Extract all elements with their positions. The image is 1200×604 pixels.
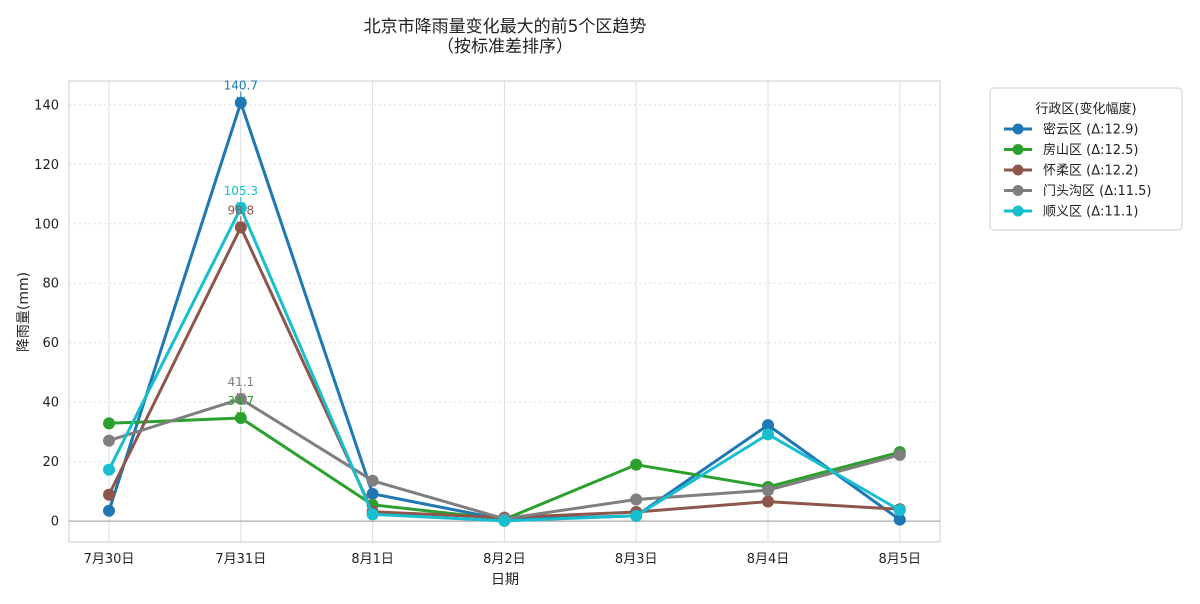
y-tick-label: 120: [34, 158, 59, 173]
legend-marker: [1012, 123, 1024, 135]
legend-label: 房山区 (Δ:12.5): [1043, 142, 1139, 158]
data-point: [762, 428, 774, 441]
y-tick-label: 20: [42, 455, 59, 470]
peak-arrow: [236, 196, 246, 207]
legend-marker: [1012, 164, 1024, 176]
chart-title: 北京市降雨量变化最大的前5个区趋势: [364, 17, 647, 37]
legend-marker: [1012, 144, 1024, 155]
legend-label: 顺义区 (Δ:11.1): [1043, 205, 1139, 220]
peak-arrow: [236, 406, 246, 417]
data-point: [234, 201, 247, 214]
x-axis-label: 日期: [491, 572, 519, 588]
legend-box: [989, 87, 1183, 231]
data-point: [762, 419, 774, 432]
peak-annotation: 105.3: [224, 184, 258, 198]
x-tick-label: 8月1日: [351, 552, 394, 567]
data-point: [366, 508, 379, 521]
data-point: [630, 493, 643, 506]
data-point: [893, 448, 906, 461]
x-tick-label: 8月3日: [615, 552, 658, 567]
series-layer: [103, 96, 906, 527]
data-point: [103, 488, 115, 501]
y-tick-label: 60: [42, 336, 59, 351]
data-point: [893, 504, 906, 517]
legend-label: 怀柔区 (Δ:12.2): [1043, 164, 1139, 179]
y-tick-label: 100: [34, 217, 59, 232]
data-point: [234, 221, 247, 234]
legend-title: 行政区(变化幅度): [1035, 101, 1136, 117]
data-point: [498, 514, 511, 527]
data-point: [893, 513, 906, 526]
y-tick-label: 40: [42, 396, 59, 411]
data-point: [630, 458, 643, 471]
x-tick-label: 8月5日: [879, 552, 922, 567]
y-axis-label: 降雨量(mm): [16, 272, 32, 352]
data-point: [234, 392, 247, 405]
peak-arrow: [236, 91, 246, 102]
data-point: [103, 463, 115, 476]
peak-arrow: [236, 216, 246, 227]
plot-frame: [68, 80, 941, 543]
x-tick-label: 8月4日: [747, 552, 790, 567]
data-point: [103, 434, 115, 447]
y-tick-label: 0: [51, 515, 59, 530]
legend: 行政区(变化幅度) 密云区 (Δ:12.9) 房山区 (Δ:12.5) 怀柔区 (Δ…: [989, 87, 1183, 231]
legend-label: 门头沟区 (Δ:11.5): [1043, 184, 1152, 199]
x-tick-label: 7月30日: [84, 552, 135, 567]
legend-marker: [1012, 205, 1024, 217]
y-tick-label: 80: [42, 277, 59, 292]
legend-marker: [1012, 185, 1024, 196]
data-point: [762, 484, 774, 497]
peak-annotation: 34.7: [227, 394, 254, 408]
data-point: [366, 487, 379, 500]
peak-annotation: 140.7: [224, 79, 258, 93]
legend-label: 密云区 (Δ:12.9): [1043, 122, 1139, 138]
peak-annotation: 98.8: [227, 203, 254, 217]
data-point: [366, 474, 379, 487]
data-point: [234, 411, 247, 424]
x-tick-label: 7月31日: [215, 552, 266, 567]
annotation-layer: 140.7 34.7 98.8 41.1 105.3: [224, 79, 258, 417]
peak-annotation: 41.1: [227, 375, 254, 389]
data-point: [103, 504, 115, 517]
data-point: [234, 96, 247, 109]
data-point: [762, 495, 774, 508]
axes-layer: 7月30日 7月31日 8月1日 8月2日 8月3日 8月4日 8月5日 0 20 40 60 80 1…: [34, 80, 941, 567]
x-tick-label: 8月2日: [483, 552, 526, 567]
data-point: [103, 417, 115, 430]
peak-arrow: [236, 387, 246, 398]
chart-subtitle: （按标准差排序）: [437, 37, 573, 57]
data-point: [630, 509, 643, 522]
y-tick-label: 140: [34, 98, 59, 113]
